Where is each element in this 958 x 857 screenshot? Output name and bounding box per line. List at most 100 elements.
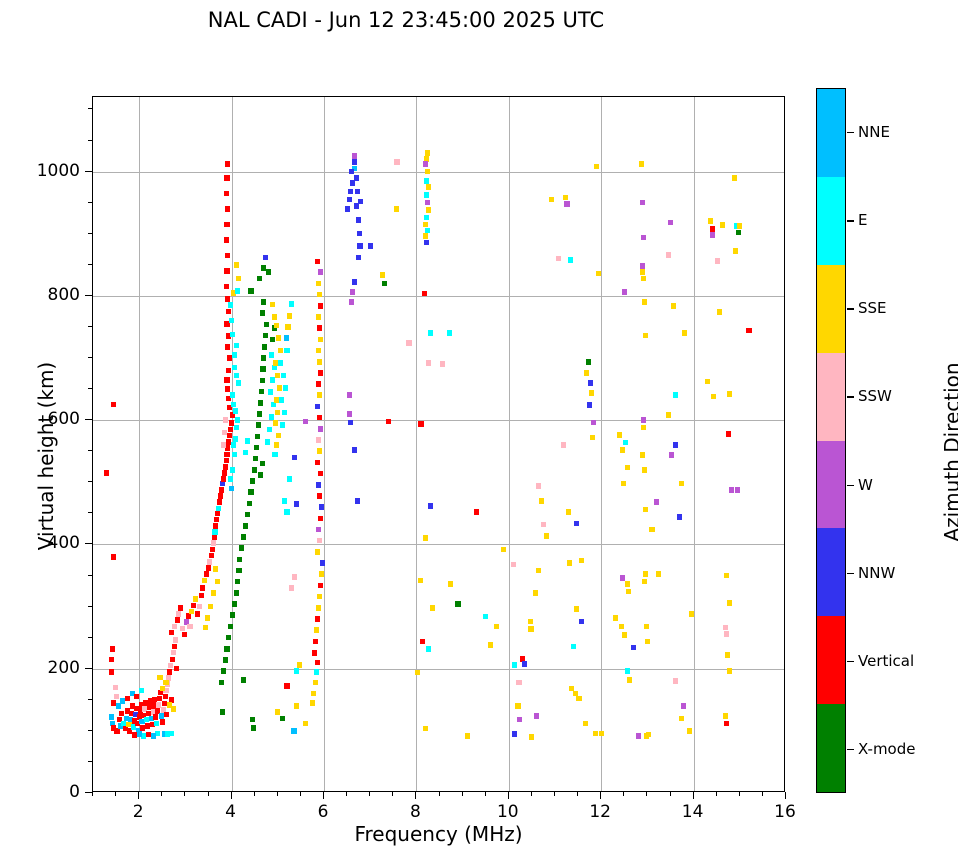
scatter-point — [227, 355, 233, 361]
scatter-point — [277, 385, 283, 391]
scatter-point — [232, 408, 238, 414]
scatter-point — [287, 476, 293, 482]
scatter-point — [641, 424, 647, 431]
scatter-point — [425, 207, 431, 213]
scatter-point — [229, 420, 235, 427]
x-tick-label: 8 — [409, 802, 421, 822]
scatter-point — [291, 573, 297, 580]
scatter-point — [641, 234, 647, 241]
scatter-point — [130, 703, 136, 709]
scatter-point — [624, 464, 630, 471]
y-tick-label: 600 — [47, 409, 80, 430]
x-tick-label: 16 — [774, 802, 796, 822]
scatter-point — [564, 201, 570, 207]
colorbar-tick — [847, 660, 854, 663]
scatter-point — [381, 280, 387, 287]
scatter-point — [726, 431, 732, 437]
y-tick-label: 800 — [47, 284, 80, 305]
x-tick — [323, 792, 324, 799]
scatter-point — [677, 514, 683, 520]
scatter-point — [118, 723, 124, 729]
scatter-point — [224, 451, 230, 458]
scatter-point — [423, 161, 429, 167]
scatter-point — [206, 559, 212, 565]
scatter-point — [666, 412, 672, 418]
scatter-point — [424, 227, 431, 234]
scatter-point — [317, 370, 323, 376]
scatter-point — [168, 629, 175, 636]
scatter-point — [425, 646, 431, 652]
scatter-point — [316, 448, 322, 454]
scatter-point — [643, 332, 649, 339]
scatter-point — [716, 309, 722, 315]
colorbar-segment-nnw — [817, 528, 845, 617]
scatter-point — [234, 417, 240, 423]
y-tick — [88, 636, 92, 638]
scatter-point — [317, 426, 323, 432]
scatter-point — [595, 270, 601, 277]
scatter-point — [314, 627, 320, 633]
scatter-point — [302, 720, 309, 727]
scatter-point — [134, 693, 140, 700]
scatter-point — [423, 535, 429, 541]
scatter-point — [423, 233, 429, 239]
scatter-point — [273, 420, 279, 427]
scatter-point — [207, 603, 213, 610]
scatter-point — [226, 308, 232, 315]
scatter-point — [150, 709, 156, 715]
scatter-point — [624, 668, 630, 674]
scatter-point — [316, 325, 322, 331]
scatter-point — [251, 724, 257, 731]
scatter-point — [355, 254, 361, 261]
y-tick-label: 400 — [47, 533, 80, 554]
scatter-point — [529, 734, 535, 740]
scatter-point — [213, 566, 219, 573]
scatter-point — [193, 596, 199, 602]
scatter-point — [246, 500, 252, 507]
scatter-point — [150, 733, 156, 739]
colorbar-segment-sse — [817, 264, 845, 353]
scatter-point — [704, 378, 710, 385]
scatter-point — [733, 223, 739, 230]
scatter-point — [258, 388, 264, 395]
colorbar-label-ssw: SSW — [858, 387, 892, 406]
scatter-point — [226, 333, 232, 340]
scatter-point — [162, 731, 168, 737]
scatter-point — [424, 150, 431, 156]
scatter-point — [234, 288, 240, 294]
x-tick — [161, 792, 163, 796]
scatter-point — [672, 442, 678, 448]
x-tick — [530, 792, 532, 796]
scatter-point — [316, 392, 322, 399]
scatter-point — [281, 498, 287, 504]
scatter-point — [166, 675, 172, 681]
scatter-point — [271, 325, 277, 331]
scatter-point — [566, 509, 572, 515]
scatter-point — [222, 657, 228, 663]
scatter-point — [278, 397, 285, 404]
scatter-point — [621, 289, 627, 295]
scatter-point — [315, 314, 321, 320]
scatter-point — [630, 644, 637, 651]
scatter-point — [233, 372, 239, 379]
colorbar-tick — [847, 572, 854, 575]
scatter-point — [160, 706, 166, 713]
scatter-point — [261, 355, 267, 361]
scatter-point — [417, 577, 423, 584]
scatter-point — [259, 377, 265, 384]
scatter-point — [234, 578, 240, 585]
scatter-point — [176, 611, 182, 617]
scatter-point — [270, 401, 276, 408]
scatter-point — [736, 229, 742, 236]
scatter-point — [679, 715, 685, 722]
scatter-point — [203, 624, 209, 631]
scatter-point — [264, 321, 270, 328]
scatter-point — [353, 202, 359, 209]
scatter-point — [165, 731, 171, 737]
scatter-point — [233, 590, 239, 596]
scatter-point — [149, 721, 155, 728]
scatter-point — [241, 677, 247, 683]
scatter-point — [278, 360, 284, 366]
gridline-vertical — [508, 97, 510, 791]
scatter-point — [429, 605, 435, 611]
